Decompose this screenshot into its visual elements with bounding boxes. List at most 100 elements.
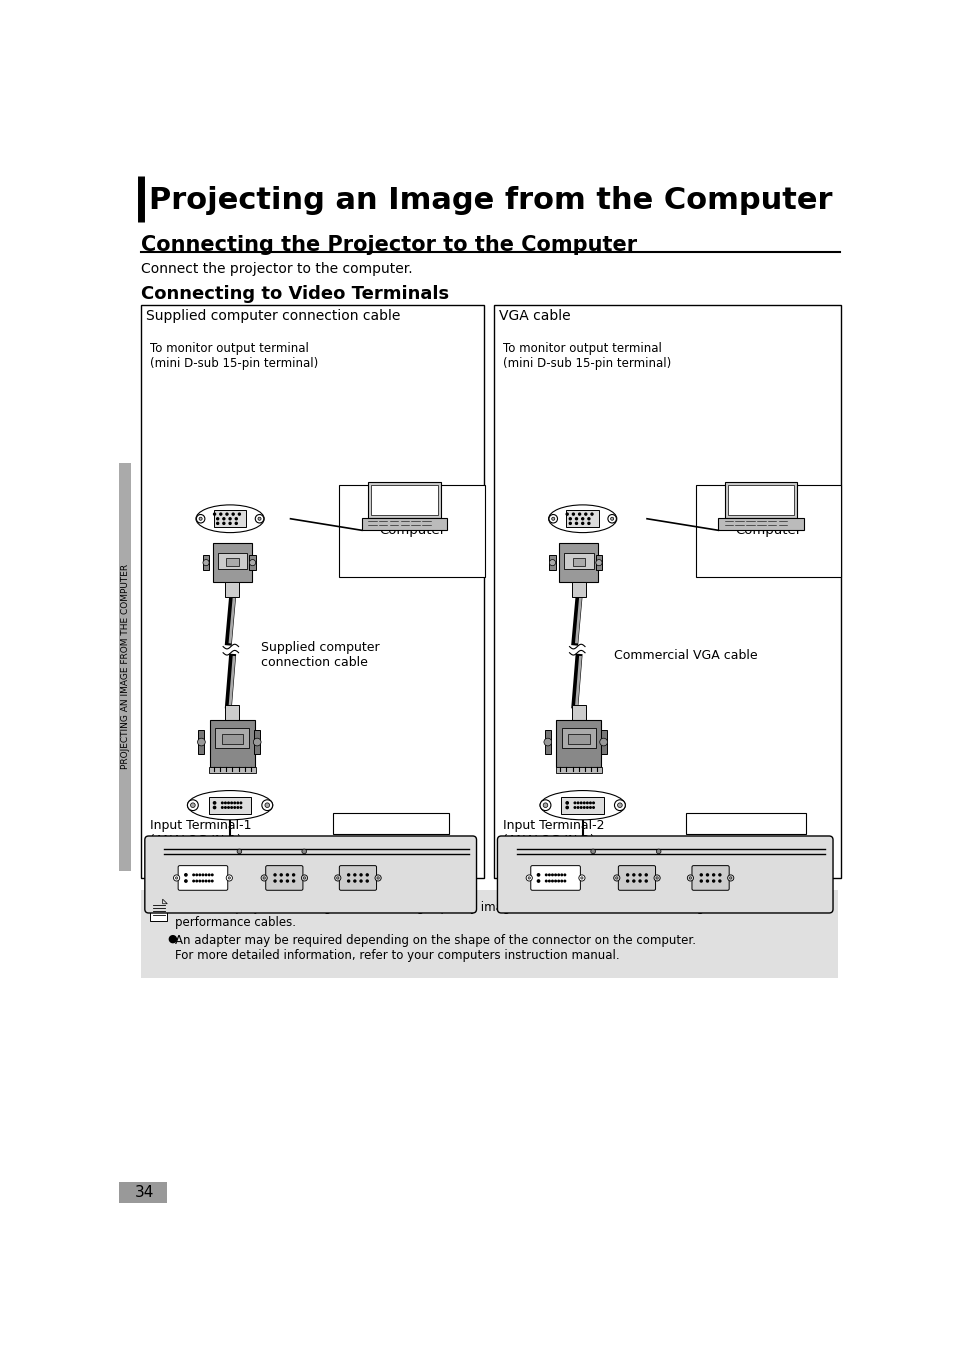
Circle shape [354, 880, 355, 882]
Circle shape [257, 518, 261, 521]
Circle shape [610, 518, 613, 521]
Circle shape [719, 873, 720, 876]
Circle shape [226, 514, 228, 515]
Bar [215, 729, 249, 748]
Circle shape [575, 522, 577, 525]
Bar [561, 729, 596, 748]
Circle shape [583, 807, 584, 808]
Circle shape [224, 802, 226, 803]
Bar [493, 304, 840, 879]
Circle shape [712, 880, 714, 882]
Circle shape [231, 802, 233, 803]
Circle shape [253, 738, 261, 746]
Circle shape [261, 875, 267, 882]
Bar [213, 510, 246, 527]
Circle shape [229, 522, 231, 525]
Circle shape [551, 518, 555, 521]
Bar [119, 1182, 167, 1203]
Circle shape [213, 514, 215, 515]
Text: Supplied computer connection cable: Supplied computer connection cable [146, 310, 400, 323]
Circle shape [205, 875, 207, 876]
Circle shape [569, 518, 571, 519]
Circle shape [539, 800, 550, 811]
Circle shape [236, 802, 238, 803]
Circle shape [555, 875, 556, 876]
Circle shape [208, 880, 210, 882]
Circle shape [208, 875, 210, 876]
Circle shape [587, 522, 589, 525]
Circle shape [551, 875, 553, 876]
Bar [727, 485, 793, 515]
Circle shape [366, 880, 368, 882]
Circle shape [589, 807, 591, 808]
Circle shape [199, 875, 200, 876]
Circle shape [255, 515, 264, 523]
Bar [599, 730, 606, 753]
Bar [567, 734, 589, 744]
Circle shape [224, 807, 226, 808]
Circle shape [560, 875, 562, 876]
Circle shape [639, 873, 640, 876]
Circle shape [712, 873, 714, 876]
Circle shape [199, 518, 202, 521]
Bar [225, 706, 239, 721]
Circle shape [565, 802, 568, 804]
Circle shape [632, 873, 634, 876]
Circle shape [569, 522, 571, 525]
Circle shape [632, 880, 634, 882]
Bar [563, 553, 593, 569]
Circle shape [615, 877, 618, 879]
Ellipse shape [539, 791, 624, 819]
Circle shape [583, 802, 584, 803]
Circle shape [336, 877, 338, 879]
Bar [203, 554, 209, 571]
Circle shape [213, 802, 215, 804]
Bar [213, 544, 252, 581]
Circle shape [195, 880, 197, 882]
Circle shape [580, 877, 582, 879]
Bar [571, 706, 585, 721]
Bar [685, 813, 805, 834]
Circle shape [577, 807, 578, 808]
Circle shape [581, 522, 583, 525]
Circle shape [236, 557, 240, 560]
FancyBboxPatch shape [178, 865, 228, 890]
Circle shape [274, 880, 275, 882]
Text: To monitor output terminal
(mini D-sub 15-pin terminal): To monitor output terminal (mini D-sub 1… [150, 342, 318, 369]
Text: To monitor output terminal
(mini D-sub 15-pin terminal): To monitor output terminal (mini D-sub 1… [502, 342, 670, 369]
Circle shape [293, 880, 294, 882]
Circle shape [614, 800, 624, 811]
Circle shape [537, 880, 539, 883]
Circle shape [545, 880, 546, 882]
Circle shape [578, 514, 580, 515]
Text: Input Signal: Select [ANALOG PC-1] (P46): Input Signal: Select [ANALOG PC-1] (P46) [183, 856, 440, 869]
Circle shape [359, 873, 362, 876]
Circle shape [599, 738, 607, 746]
FancyBboxPatch shape [618, 865, 655, 890]
Circle shape [216, 518, 218, 519]
Circle shape [626, 880, 628, 882]
Bar [571, 581, 585, 598]
Circle shape [173, 875, 179, 882]
Circle shape [706, 880, 708, 882]
Circle shape [231, 807, 233, 808]
Circle shape [575, 518, 577, 519]
Circle shape [565, 514, 568, 515]
Circle shape [654, 875, 659, 882]
Text: Projecting an Image from the Computer: Projecting an Image from the Computer [149, 185, 831, 215]
Bar [217, 553, 247, 569]
Circle shape [229, 518, 231, 519]
Bar [724, 481, 797, 518]
Circle shape [644, 880, 646, 882]
Bar [566, 510, 598, 527]
Ellipse shape [187, 791, 273, 819]
Circle shape [187, 800, 198, 811]
Text: Input Signal: Select [ANALOG PC-2] (P48): Input Signal: Select [ANALOG PC-2] (P48) [537, 856, 796, 869]
Text: Input Terminal-1
(ANALOG IN-1): Input Terminal-1 (ANALOG IN-1) [150, 819, 252, 848]
Bar [371, 485, 437, 515]
Bar [221, 734, 243, 744]
Text: An adapter may be required depending on the shape of the connector on the comput: An adapter may be required depending on … [174, 934, 696, 961]
Bar [253, 730, 260, 753]
Circle shape [563, 880, 565, 882]
Circle shape [280, 873, 282, 876]
